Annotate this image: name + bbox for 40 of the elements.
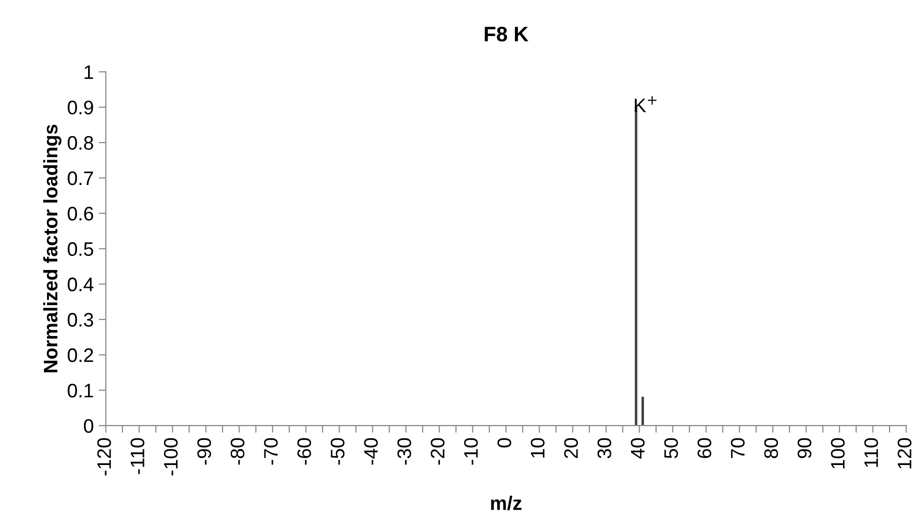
x-tick-label: 70 [730,438,745,458]
x-tick-label: -90 [197,438,212,465]
x-tick-label: 50 [664,438,678,458]
x-tick-label: -10 [464,438,478,465]
x-tick-label: -50 [330,438,344,465]
x-tick-label: 90 [798,438,812,458]
x-tick-label: 20 [564,438,578,458]
y-tick-label: 1 [84,65,94,79]
x-tick-label: -110 [130,438,144,474]
y-tick-label: 0.5 [68,242,94,256]
x-tick-label: 60 [698,438,712,458]
y-tick-label: 0.3 [68,312,94,327]
x-tick-label: -120 [97,438,112,476]
y-tick-label: 0.9 [68,100,94,114]
x-tick-label: -70 [264,438,278,465]
x-tick-label: -30 [397,438,412,465]
y-tick-label: 0.1 [68,384,94,398]
y-tick-label: 0.2 [68,348,94,362]
y-tick-label: 0.7 [68,171,94,186]
y-tick-label: 0 [84,419,94,433]
x-tick-label: -80 [230,438,244,465]
x-tick-label: 110 [864,438,878,467]
x-axis-title: m/z [491,496,522,510]
y-tick-label: 0.4 [68,278,94,292]
x-tick-label: 40 [630,438,645,459]
y-tick-label: 0.6 [68,206,94,221]
x-tick-label: -40 [364,438,378,465]
x-tick-label: 120 [898,438,912,468]
chart-title: F8 K [484,26,528,42]
x-tick-label: -20 [430,438,445,465]
x-tick-label: -100 [164,438,178,476]
x-tick-label: -60 [297,438,312,465]
x-tick-label: 10 [530,438,545,458]
x-tick-label: 0 [497,438,512,448]
x-tick-label: 80 [764,438,778,458]
x-tick-label: 30 [598,438,612,458]
y-tick-label: 0.8 [68,136,94,150]
annotation: K$^{+}$ [634,96,656,112]
y-axis-title: Normalized factor loadings [43,124,62,372]
x-tick-label: 100 [830,438,845,468]
